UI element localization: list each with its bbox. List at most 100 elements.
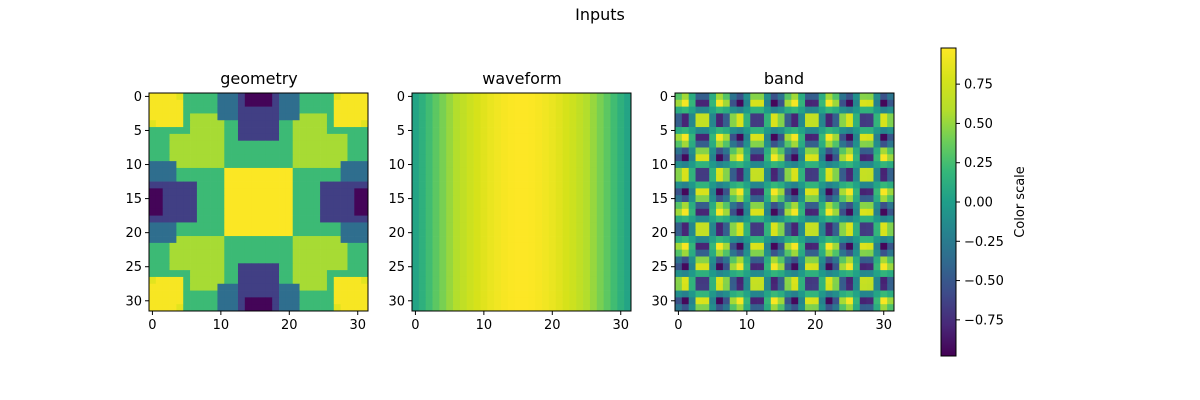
heatmap-cell: [729, 174, 737, 182]
heatmap-cell: [285, 113, 294, 121]
heatmap-cell: [528, 236, 536, 244]
heatmap-cell: [688, 99, 696, 107]
colorbar-gradient: [940, 47, 957, 357]
heatmap-cell: [203, 290, 211, 298]
heatmap-cell: [729, 304, 737, 312]
heatmap-cell: [852, 256, 861, 264]
heatmap-cell: [583, 154, 591, 162]
heatmap-cell: [589, 174, 598, 182]
heatmap-cell: [583, 270, 591, 278]
heatmap-cell: [624, 270, 632, 278]
heatmap-cell: [237, 290, 246, 298]
heatmap-cell: [521, 236, 529, 244]
heatmap-cell: [805, 133, 813, 142]
heatmap-cell: [583, 202, 591, 210]
heatmap-cell: [818, 276, 826, 285]
heatmap-cell: [500, 215, 509, 223]
heatmap-cell: [155, 208, 164, 216]
heatmap-cell: [176, 181, 184, 189]
heatmap-cell: [155, 133, 164, 142]
heatmap-cell: [354, 215, 362, 223]
heatmap-cell: [237, 120, 246, 128]
heatmap-cell: [825, 106, 833, 114]
heatmap-cell: [695, 304, 703, 312]
heatmap-cell: [500, 242, 509, 251]
heatmap-cell: [326, 113, 335, 121]
heatmap-cell: [542, 242, 550, 251]
heatmap-cell: [237, 154, 246, 162]
heatmap-cell: [681, 263, 690, 271]
heatmap-cell: [610, 215, 618, 223]
heatmap-cell: [340, 276, 348, 285]
heatmap-cell: [224, 236, 232, 244]
heatmap-cell: [859, 167, 867, 176]
heatmap-cell: [432, 167, 440, 176]
heatmap-cell: [507, 290, 515, 298]
heatmap-cell: [258, 147, 266, 155]
heatmap-cell: [306, 283, 314, 291]
heatmap-cell: [480, 283, 488, 291]
heatmap-cell: [777, 99, 785, 107]
heatmap-cell: [743, 147, 751, 155]
heatmap-cell: [596, 133, 604, 142]
heatmap-cell: [873, 113, 881, 121]
heatmap-cell: [244, 140, 252, 148]
heatmap-cell: [432, 236, 440, 244]
heatmap-cell: [279, 270, 287, 278]
heatmap-cell: [542, 174, 550, 182]
heatmap-cell: [770, 263, 778, 271]
heatmap-cell: [183, 140, 191, 148]
heatmap-cell: [866, 290, 874, 298]
heatmap-cell: [446, 181, 454, 189]
heatmap-cell: [432, 161, 440, 169]
heatmap-cell: [777, 222, 785, 230]
heatmap-cell: [439, 167, 447, 176]
heatmap-cell: [473, 113, 481, 121]
heatmap-cell: [453, 215, 461, 223]
heatmap-cell: [763, 304, 772, 312]
heatmap-cell: [169, 99, 177, 107]
heatmap-cell: [432, 113, 440, 121]
heatmap-cell: [521, 290, 529, 298]
heatmap-cell: [418, 249, 427, 257]
heatmap-cell: [777, 297, 785, 305]
heatmap-cell: [555, 270, 563, 278]
heatmap-cell: [320, 304, 328, 312]
heatmap-cell: [770, 154, 778, 162]
heatmap-cell: [425, 188, 433, 196]
heatmap-cell: [237, 202, 246, 210]
heatmap-cell: [569, 256, 577, 264]
heatmap-cell: [825, 154, 833, 162]
heatmap-cell: [265, 99, 273, 107]
heatmap-cell: [603, 113, 611, 121]
heatmap-cell: [603, 195, 611, 203]
heatmap-cell: [446, 236, 454, 244]
heatmap-cell: [603, 242, 611, 251]
heatmap-cell: [846, 154, 854, 162]
heatmap-cell: [494, 276, 502, 285]
heatmap-cell: [190, 276, 198, 285]
heatmap-cell: [716, 93, 724, 101]
heatmap-cell: [818, 297, 826, 305]
heatmap-cell: [326, 140, 335, 148]
heatmap-cell: [272, 127, 280, 135]
heatmap-cell: [716, 256, 724, 264]
heatmap-cell: [237, 161, 246, 169]
heatmap-cell: [846, 263, 854, 271]
heatmap-cell: [244, 195, 252, 203]
heatmap-cell: [279, 140, 287, 148]
heatmap-cell: [155, 188, 164, 196]
heatmap-cell: [453, 140, 461, 148]
heatmap-cell: [722, 127, 731, 135]
heatmap-cell: [272, 229, 280, 237]
heatmap-cell: [237, 297, 246, 305]
heatmap-cell: [528, 99, 536, 107]
heatmap-cell: [162, 276, 170, 285]
heatmap-cell: [432, 215, 440, 223]
heatmap-cell: [459, 133, 468, 142]
heatmap-cell: [722, 276, 731, 285]
heatmap-cell: [763, 290, 772, 298]
heatmap-cell: [326, 249, 335, 257]
heatmap-cell: [825, 229, 833, 237]
heatmap-cell: [299, 99, 307, 107]
